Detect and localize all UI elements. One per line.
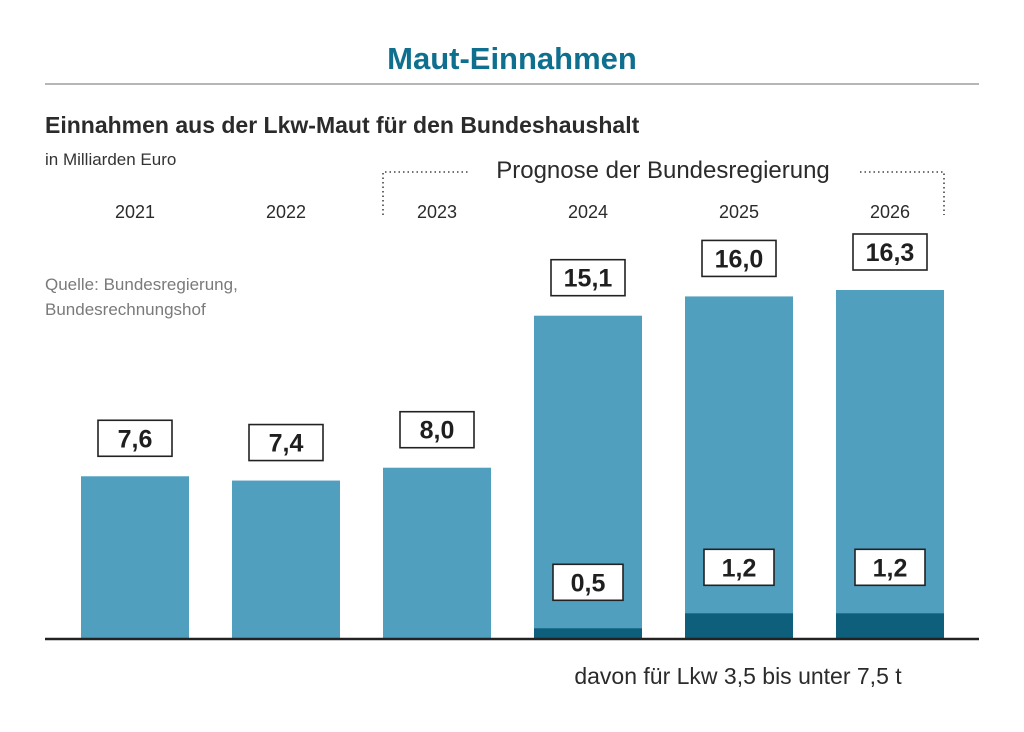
value-label-total-2025-text: 16,0 bbox=[715, 245, 764, 273]
chart-title: Maut-Einnahmen bbox=[387, 41, 637, 76]
bar-sub-2025 bbox=[685, 613, 793, 639]
value-label-total-2021-box bbox=[97, 419, 173, 458]
value-label-total-2024-text: 15,1 bbox=[564, 265, 613, 293]
value-label-sub-2024: 0,5 bbox=[552, 563, 624, 602]
year-label-2021: 2021 bbox=[115, 202, 155, 222]
value-label-total-2021: 7,6 bbox=[97, 419, 173, 458]
forecast-bracket-right bbox=[860, 171, 945, 215]
value-label-sub-2026-text: 1,2 bbox=[873, 554, 908, 582]
bar-sub-2024 bbox=[534, 628, 642, 639]
forecast-bracket: Prognose der Bundesregierung bbox=[382, 157, 945, 215]
value-label-sub-2025-box bbox=[703, 548, 775, 587]
unit-label: in Milliarden Euro bbox=[45, 150, 176, 169]
year-label-2024: 2024 bbox=[568, 202, 608, 222]
value-labels: 7,6 7,4 8,0 15,1 0,5 16,0 1,2 16,3 1,2 bbox=[97, 233, 928, 602]
value-label-total-2021-text: 7,6 bbox=[118, 425, 153, 453]
year-labels: 2021 2022 2023 2024 2025 2026 bbox=[115, 202, 910, 222]
year-label-2025: 2025 bbox=[719, 202, 759, 222]
sub-series-note: davon für Lkw 3,5 bis unter 7,5 t bbox=[574, 663, 902, 689]
bar-total-2023 bbox=[383, 467, 491, 639]
bar-total-2021 bbox=[81, 476, 189, 639]
bar-total-2022 bbox=[232, 480, 340, 639]
year-label-2022: 2022 bbox=[266, 202, 306, 222]
value-label-sub-2024-box bbox=[552, 563, 624, 602]
value-label-total-2024: 15,1 bbox=[550, 258, 626, 297]
value-label-total-2023: 8,0 bbox=[399, 410, 475, 449]
value-label-total-2022: 7,4 bbox=[248, 423, 324, 462]
source-line-1: Quelle: Bundesregierung, bbox=[45, 275, 238, 294]
value-label-total-2026-box bbox=[852, 233, 928, 271]
forecast-bracket-left bbox=[382, 171, 468, 215]
bar-sub-2026 bbox=[836, 613, 944, 639]
value-label-total-2025: 16,0 bbox=[701, 239, 777, 278]
value-label-total-2026-text: 16,3 bbox=[866, 239, 915, 267]
value-label-sub-2026-box bbox=[854, 548, 926, 587]
value-label-total-2025-box bbox=[701, 239, 777, 278]
value-label-sub-2025: 1,2 bbox=[703, 548, 775, 587]
year-label-2023: 2023 bbox=[417, 202, 457, 222]
value-label-sub-2025-text: 1,2 bbox=[722, 554, 757, 582]
year-label-2026: 2026 bbox=[870, 202, 910, 222]
chart-subtitle: Einnahmen aus der Lkw-Maut für den Bunde… bbox=[45, 112, 640, 138]
value-label-total-2023-text: 8,0 bbox=[420, 417, 455, 445]
source-line-2: Bundesrechnungshof bbox=[45, 300, 206, 319]
value-label-total-2023-box bbox=[399, 410, 475, 449]
bar-total-2025 bbox=[685, 296, 793, 639]
value-label-sub-2024-text: 0,5 bbox=[571, 569, 606, 597]
value-label-total-2026: 16,3 bbox=[852, 233, 928, 271]
value-label-total-2024-box bbox=[550, 258, 626, 297]
bars bbox=[81, 290, 944, 639]
bar-total-2026 bbox=[836, 290, 944, 639]
forecast-label: Prognose der Bundesregierung bbox=[496, 157, 830, 184]
value-label-total-2022-text: 7,4 bbox=[269, 430, 304, 458]
value-label-total-2022-box bbox=[248, 423, 324, 462]
value-label-sub-2026: 1,2 bbox=[854, 548, 926, 587]
